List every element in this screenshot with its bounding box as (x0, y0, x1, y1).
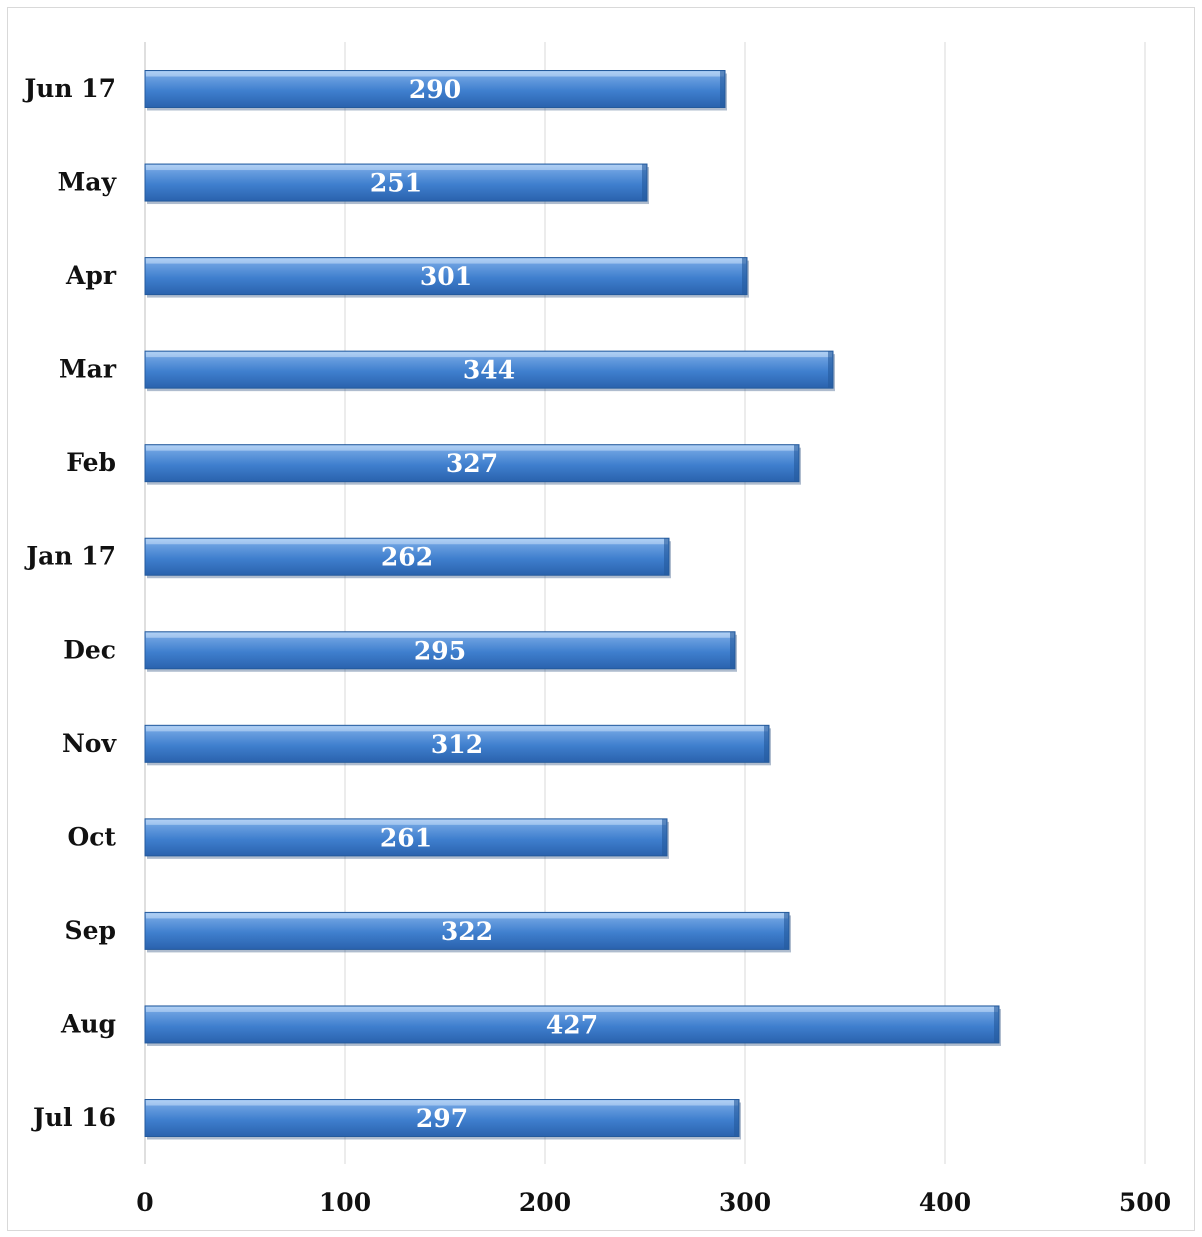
bar-sep (144, 911, 790, 950)
bar-mar (144, 350, 834, 389)
x-tick-label: 200 (519, 1188, 571, 1217)
x-tick-label: 500 (1119, 1188, 1171, 1217)
bar-apr (144, 257, 748, 296)
data-label: 262 (381, 543, 433, 572)
data-label: 427 (546, 1010, 598, 1039)
category-label: Nov (62, 729, 118, 758)
x-tick-label: 300 (719, 1188, 771, 1217)
bar-highlight (146, 352, 832, 358)
category-label: Mar (59, 355, 117, 384)
category-label: Jan 17 (24, 542, 116, 571)
bar-highlight (146, 819, 666, 825)
x-tick-label: 0 (136, 1188, 153, 1217)
bar-oct (144, 818, 668, 857)
gridlines (144, 42, 1146, 1164)
bar-end-cap (828, 351, 833, 389)
bar-highlight (146, 1006, 998, 1012)
bar-end-cap (734, 1099, 739, 1137)
bar-jul-16 (144, 1099, 740, 1137)
bar-end-cap (720, 70, 725, 108)
data-label: 297 (416, 1104, 468, 1133)
data-label: 251 (370, 169, 422, 198)
bar-highlight (146, 71, 724, 77)
bar-end-cap (794, 444, 799, 482)
category-label: Feb (66, 448, 116, 477)
bar-end-cap (742, 257, 747, 295)
bar-highlight (146, 445, 798, 451)
data-label: 312 (431, 730, 483, 759)
bar-highlight (146, 258, 746, 264)
bars (144, 70, 1001, 1140)
category-label: Apr (65, 261, 117, 290)
bar-highlight (146, 913, 788, 919)
category-label: Oct (67, 822, 116, 851)
category-label: Jun 17 (22, 74, 116, 103)
bar-highlight (146, 632, 734, 638)
data-label: 290 (409, 75, 461, 104)
category-label: Dec (63, 635, 116, 664)
x-tick-label: 400 (919, 1188, 971, 1217)
bar-end-cap (662, 818, 667, 856)
bar-jun-17 (144, 70, 726, 108)
category-label: Sep (65, 916, 116, 945)
category-label: Jul 16 (31, 1103, 116, 1132)
x-tick-label: 100 (319, 1188, 371, 1217)
category-label: Aug (60, 1009, 116, 1038)
data-label: 295 (414, 636, 466, 665)
data-label: 344 (463, 356, 515, 385)
bar-highlight (146, 1100, 738, 1106)
bar-end-cap (730, 631, 735, 669)
labels: 0 100 200 300 400 500 297 Jul 16 427 Aug 322 Sep 261… (22, 74, 1171, 1217)
bar-end-cap (642, 164, 647, 202)
bar-highlight (146, 726, 768, 732)
bar-dec (144, 631, 736, 670)
bar-end-cap (784, 912, 789, 950)
bar-end-cap (664, 538, 669, 576)
data-label: 322 (441, 917, 493, 946)
data-label: 301 (420, 262, 472, 291)
category-label: May (58, 168, 118, 197)
data-label: 327 (446, 449, 498, 478)
bar-feb (144, 444, 800, 483)
data-label: 261 (380, 823, 432, 852)
bar-end-cap (994, 1005, 999, 1043)
bar-highlight (146, 539, 668, 545)
bar-jan-17 (144, 537, 670, 576)
bar-end-cap (764, 725, 769, 763)
bar-highlight (146, 165, 646, 171)
